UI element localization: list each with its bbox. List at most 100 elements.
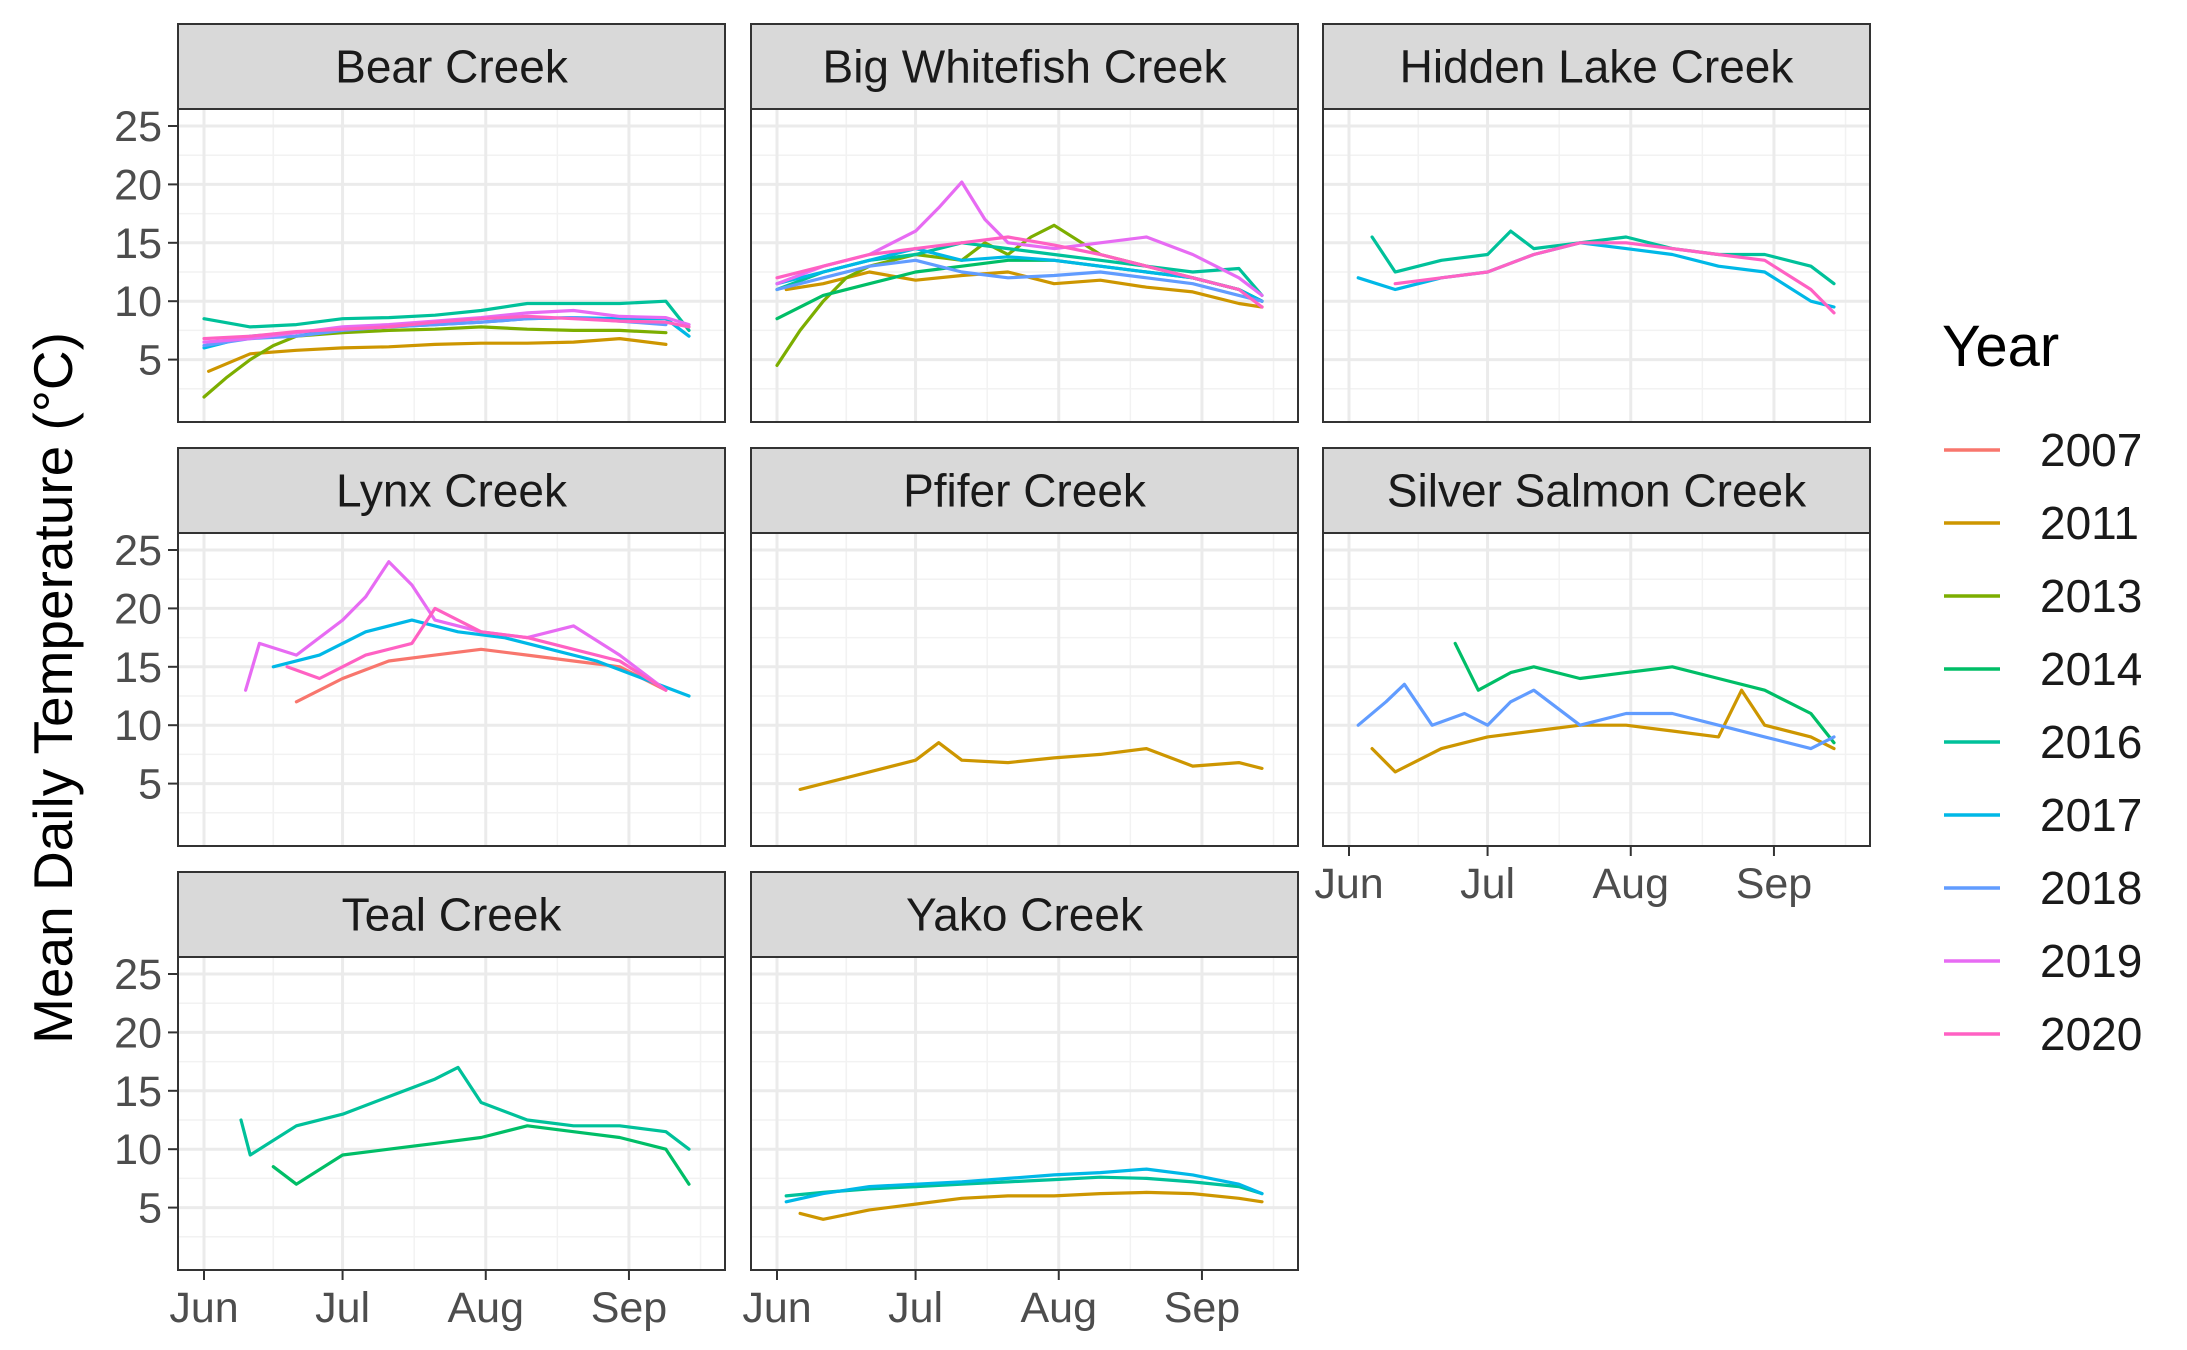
legend-item-2016: 2016: [1944, 716, 2142, 768]
series-line-2016: [239, 1065, 691, 1157]
legend-item-2011: 2011: [1944, 497, 2139, 549]
legend-label: 2011: [2040, 497, 2139, 549]
panels: Bear Creek Big Whitefish Creek Hidden Lake…: [177, 23, 1871, 1271]
facet-title: Bear Creek: [335, 41, 569, 93]
plot-background: [751, 533, 1298, 846]
facet-title: Lynx Creek: [336, 465, 568, 517]
panel-border: [177, 532, 726, 847]
legend-title: Year: [1942, 314, 2059, 379]
x-tick-label: Aug: [448, 1284, 525, 1332]
x-tick-label: Aug: [1021, 1284, 1098, 1332]
panel-border: [750, 532, 1299, 847]
x-tick-label: Sep: [1164, 1284, 1241, 1332]
legend-item-2018: 2018: [1944, 862, 2142, 914]
series-line-2014: [271, 1124, 691, 1186]
legend-item-2014: 2014: [1944, 643, 2142, 695]
x-tick-label: Aug: [1593, 860, 1670, 908]
series-line-2020: [285, 606, 668, 692]
legend: Year 2007 2011 2013 2014 2016 2017 2018 2019 2020: [1942, 314, 2142, 1060]
legend-label: 2016: [2040, 716, 2142, 768]
legend-label: 2007: [2040, 424, 2142, 476]
series-line-2020: [1393, 241, 1836, 315]
y-tick-label: 5: [138, 1185, 162, 1233]
facet-strip: [750, 447, 1299, 534]
panel-border: [750, 956, 1299, 1271]
legend-label: 2018: [2040, 862, 2142, 914]
legend-label: 2017: [2040, 789, 2142, 841]
plot-background: [1323, 109, 1870, 422]
facet-strip: [177, 871, 726, 958]
facet-strip: [1322, 447, 1871, 534]
plot-background: [178, 109, 725, 422]
series-line-2017: [784, 1167, 1264, 1204]
legend-label: 2019: [2040, 935, 2142, 987]
gridlines: [751, 533, 1298, 846]
plot-background: [1323, 533, 1870, 846]
panel-bear-creek: Bear Creek: [177, 23, 726, 423]
gridlines: [178, 957, 725, 1270]
facet-title: Pfifer Creek: [903, 465, 1147, 517]
facet-title: Hidden Lake Creek: [1400, 41, 1795, 93]
panel-lynx-creek: Lynx Creek: [177, 447, 726, 847]
facet-title: Yako Creek: [906, 889, 1144, 941]
y-tick-label: 25: [114, 103, 162, 151]
series-line-2011: [207, 337, 668, 373]
panel-hidden-lake-creek: Hidden Lake Creek: [1322, 23, 1871, 423]
series-line-2011: [798, 741, 1264, 792]
facet-title: Teal Creek: [342, 889, 563, 941]
x-tick-label: Jun: [169, 1284, 238, 1332]
plot-background: [178, 957, 725, 1270]
legend-item-2017: 2017: [1944, 789, 2142, 841]
y-tick-label: 10: [114, 1126, 162, 1174]
y-tick-label: 25: [114, 951, 162, 999]
gridlines: [1323, 109, 1870, 422]
legend-label: 2020: [2040, 1008, 2142, 1060]
facet-title: Silver Salmon Creek: [1387, 465, 1807, 517]
plot-background: [751, 957, 1298, 1270]
legend-item-2013: 2013: [1944, 570, 2142, 622]
legend-item-2020: 2020: [1944, 1008, 2142, 1060]
x-tick-label: Jun: [742, 1284, 811, 1332]
y-tick-label: 25: [114, 527, 162, 575]
series-line-2019: [775, 180, 1264, 297]
series-line-2020: [775, 235, 1264, 309]
plot-background: [178, 533, 725, 846]
series-line-2020: [202, 314, 691, 341]
panel-pfifer-creek: Pfifer Creek: [750, 447, 1299, 847]
series-line-2016: [202, 299, 691, 332]
series-line-2016: [784, 1175, 1264, 1198]
panel-border: [177, 956, 726, 1271]
series-line-2011: [1370, 688, 1836, 774]
x-tick-label: Jul: [888, 1284, 943, 1332]
axes: 5 10 15 20 25 5 10 15 20 25 Jun Jul Aug Sep 5 10 15 20 25 J…: [114, 103, 1812, 1332]
series-line-2014: [1453, 641, 1836, 745]
x-tick-label: Jul: [315, 1284, 370, 1332]
gridlines: [751, 109, 1298, 422]
panel-teal-creek: Teal Creek: [177, 871, 726, 1271]
series-line-2018: [1356, 682, 1836, 751]
facet-strip: [750, 871, 1299, 958]
y-tick-label: 5: [138, 337, 162, 385]
panel-border: [1322, 108, 1871, 423]
gridlines: [178, 109, 725, 422]
legend-item-2007: 2007: [1944, 424, 2142, 476]
x-tick-label: Sep: [591, 1284, 668, 1332]
series-line-2017: [271, 618, 691, 698]
x-tick-label: Sep: [1736, 860, 1813, 908]
y-tick-label: 20: [114, 1009, 162, 1057]
y-tick-label: 5: [138, 761, 162, 809]
panel-yako-creek: Yako Creek: [750, 871, 1299, 1271]
y-tick-label: 10: [114, 702, 162, 750]
panel-silver-salmon-creek: Silver Salmon Creek: [1322, 447, 1871, 847]
y-tick-label: 10: [114, 278, 162, 326]
facet-strip: [177, 23, 726, 110]
y-tick-label: 15: [114, 644, 162, 692]
facet-title: Big Whitefish Creek: [823, 41, 1228, 93]
plot-background: [751, 109, 1298, 422]
panel-border: [750, 108, 1299, 423]
facet-strip: [177, 447, 726, 534]
y-tick-label: 20: [114, 585, 162, 633]
legend-label: 2014: [2040, 643, 2142, 695]
x-tick-label: Jul: [1460, 860, 1515, 908]
